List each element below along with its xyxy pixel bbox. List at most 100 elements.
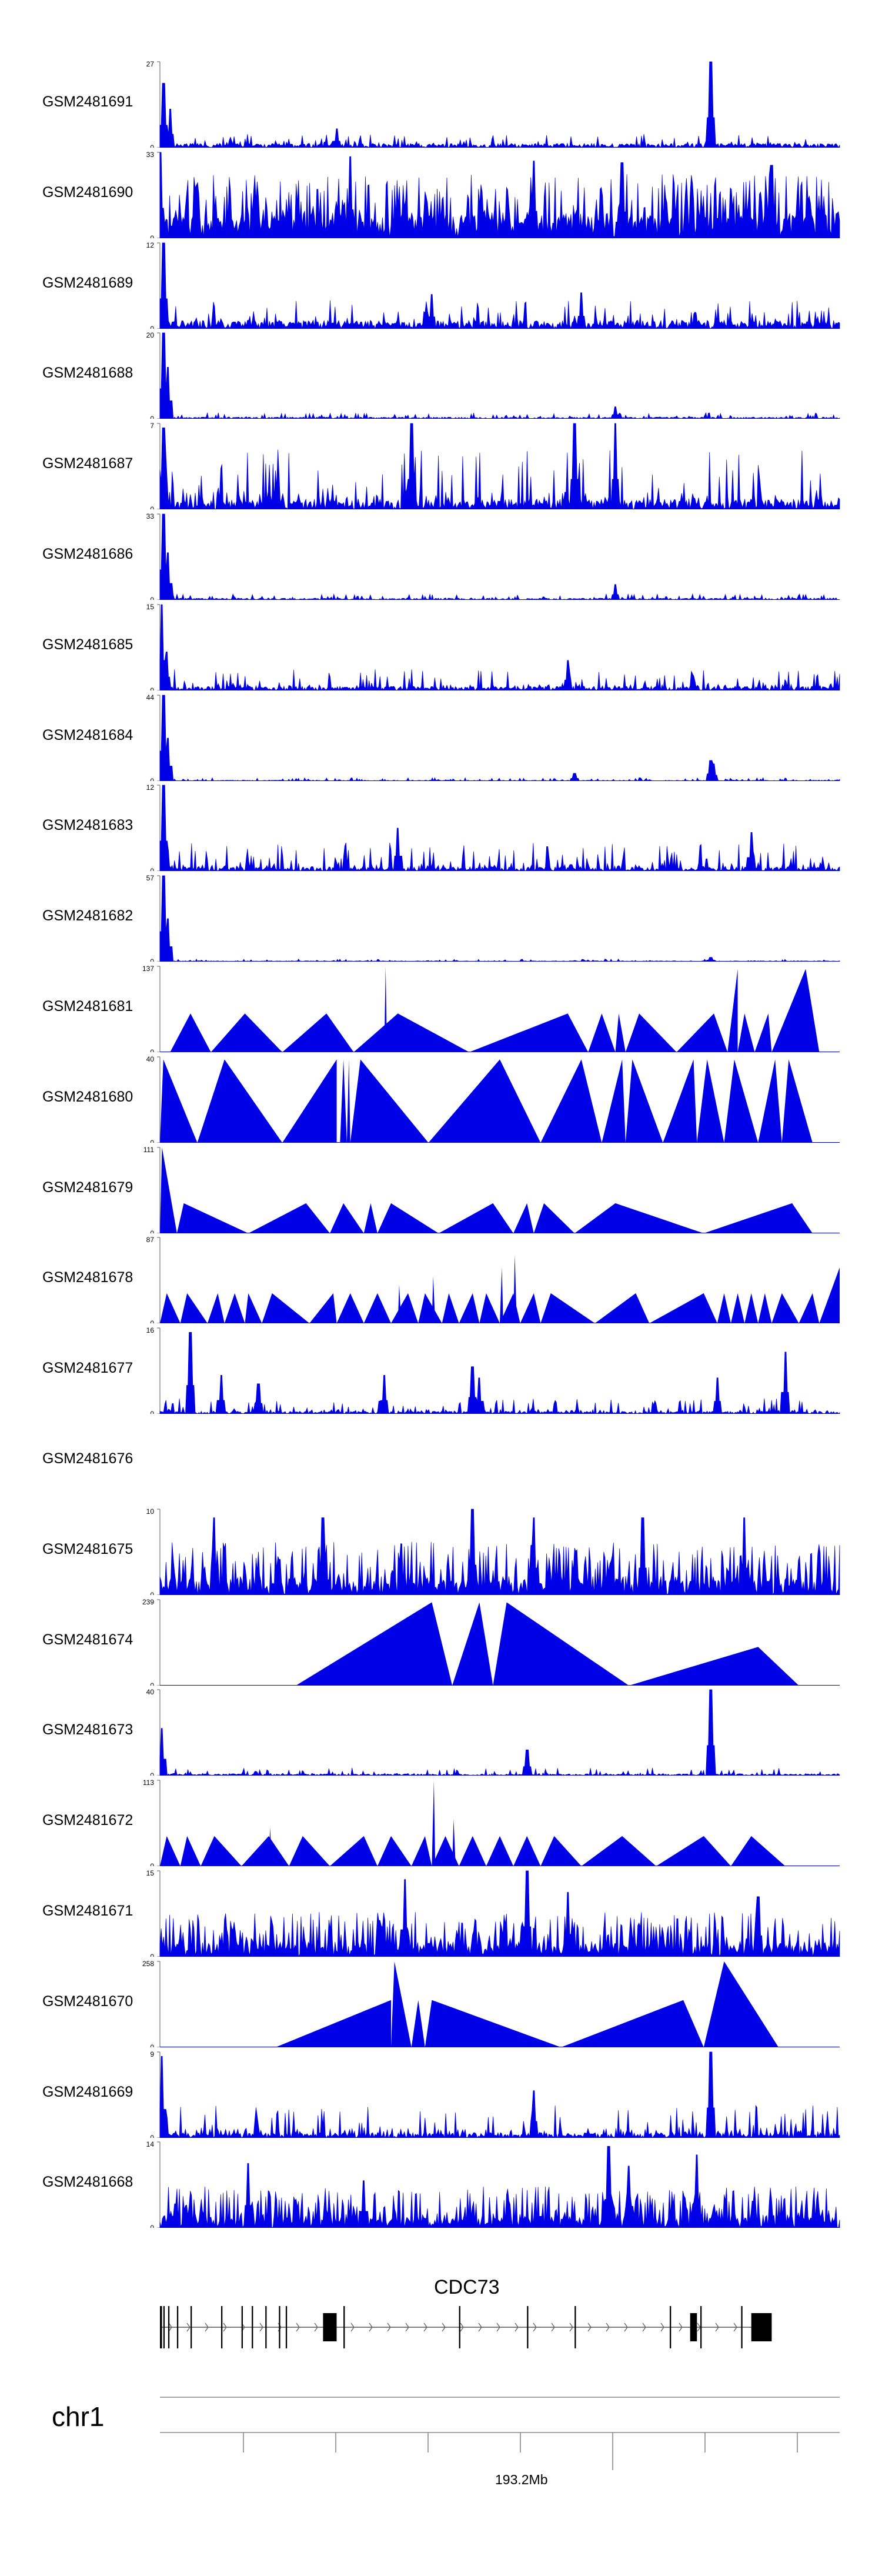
coverage-area [159, 423, 840, 509]
coverage-segment [180, 1836, 201, 1866]
coverage-area [159, 1509, 840, 1595]
coverage-segment [363, 1293, 391, 1323]
coverage-segment [452, 1602, 493, 1686]
track-plot: 16 0 [146, 1326, 840, 1414]
track-label: GSM2481675 [42, 1541, 133, 1557]
y-min-label: 0 [150, 1953, 154, 1957]
coverage-segment [703, 1203, 813, 1233]
gene-exon [221, 2306, 223, 2348]
track-label: GSM2481684 [42, 727, 133, 743]
track-label: GSM2481674 [42, 1631, 133, 1648]
gene-name: CDC73 [434, 2276, 500, 2298]
coverage-segment [602, 1059, 626, 1143]
track-label: GSM2481686 [42, 546, 133, 562]
y-min-label: 0 [150, 1771, 154, 1776]
track: GSM2481671 15 0 [0, 1867, 882, 1957]
y-max-label: 111 [143, 1146, 155, 1154]
y-max-label: 9 [150, 2050, 154, 2058]
coverage-segment [262, 1293, 310, 1323]
coverage-segment [363, 1203, 377, 1233]
track-label: GSM2481681 [42, 998, 133, 1015]
coverage-area [159, 875, 840, 962]
strand-chevron [606, 2323, 610, 2332]
coverage-segment [245, 1293, 262, 1323]
track: GSM2481682 57 0 [0, 872, 882, 962]
coverage-segment [160, 1836, 181, 1866]
gene-exon [459, 2306, 460, 2348]
track-label: GSM2481678 [42, 1269, 133, 1286]
strand-chevron [405, 2323, 409, 2332]
y-max-label: 239 [142, 1598, 154, 1606]
coverage-segment [391, 1961, 412, 2047]
coverage-segment [459, 1293, 480, 1323]
strand-chevron [587, 2323, 592, 2332]
y-max-label: 27 [146, 60, 155, 68]
coverage-segment [330, 1836, 377, 1866]
track-label: GSM2481685 [42, 636, 133, 653]
track: GSM2481684 44 0 [0, 692, 882, 781]
coverage-area [159, 2145, 840, 2228]
coverage-segment [425, 2000, 561, 2047]
track-label: GSM2481683 [42, 817, 133, 833]
genome-axis [160, 2397, 840, 2470]
coverage-segment [377, 1203, 439, 1233]
y-max-label: 12 [146, 241, 155, 249]
gene-exon [252, 2306, 253, 2348]
coverage-area [159, 152, 840, 238]
coverage-segment [493, 1602, 629, 1686]
track: GSM2481670 258 0 [0, 1958, 882, 2047]
coverage-segment [353, 1013, 469, 1052]
coverage-segment [428, 1059, 541, 1143]
track-plot: 40 0 [146, 1688, 840, 1776]
coverage-segment [771, 969, 820, 1052]
strand-chevron [733, 2323, 737, 2332]
y-min-label: 0 [150, 1048, 154, 1052]
coverage-segment [561, 2000, 704, 2047]
strand-chevron [624, 2323, 628, 2332]
coverage-segment [207, 1293, 225, 1323]
track: GSM2481689 12 0 [0, 239, 882, 329]
strand-chevron [296, 2323, 300, 2332]
y-min-label: 0 [150, 144, 154, 148]
coverage-segment [170, 1013, 211, 1052]
coverage-segment [513, 1836, 541, 1866]
coverage-segment [724, 1059, 759, 1143]
strand-chevron [551, 2323, 555, 2332]
coverage-segment [731, 1293, 745, 1323]
track-plot: 12 0 [146, 783, 840, 871]
track-plot [0, 1415, 882, 1504]
y-max-label: 12 [146, 783, 155, 792]
coverage-segment [500, 1267, 503, 1323]
y-min-label: 0 [150, 686, 154, 690]
strand-chevron [259, 2323, 263, 2332]
y-min-label: 0 [150, 596, 154, 600]
coverage-area [159, 695, 840, 781]
y-max-label: 113 [143, 1778, 154, 1787]
gene-exon [343, 2306, 345, 2348]
gene-exon [163, 2306, 165, 2348]
y-min-label: 0 [150, 1862, 154, 1866]
coverage-segment [160, 1147, 177, 1233]
coverage-segment [176, 1203, 249, 1233]
y-min-label: 0 [150, 234, 154, 238]
track: GSM2481683 12 0 [0, 782, 882, 871]
coverage-segment [309, 1293, 337, 1323]
strand-chevron [533, 2323, 537, 2332]
coverage-segment [241, 1836, 289, 1866]
coverage-segment [717, 1293, 731, 1323]
coverage-segment [540, 1059, 602, 1143]
track-plot: 137 0 [142, 965, 840, 1052]
track: GSM2481690 33 0 [0, 149, 882, 238]
coverage-segment [350, 1059, 429, 1143]
coverage-segment [771, 1293, 799, 1323]
track-label: GSM2481669 [42, 2084, 133, 2100]
coverage-segment [211, 1013, 283, 1052]
y-min-label: 0 [150, 505, 154, 509]
strand-chevron [423, 2323, 427, 2332]
gene-exon [690, 2313, 697, 2341]
track-plot: 10 0 [146, 1507, 840, 1595]
track: GSM2481685 15 0 [0, 601, 882, 690]
coverage-segment [663, 1059, 697, 1143]
gene-exon [741, 2306, 743, 2348]
track-label: GSM2481690 [42, 184, 133, 201]
